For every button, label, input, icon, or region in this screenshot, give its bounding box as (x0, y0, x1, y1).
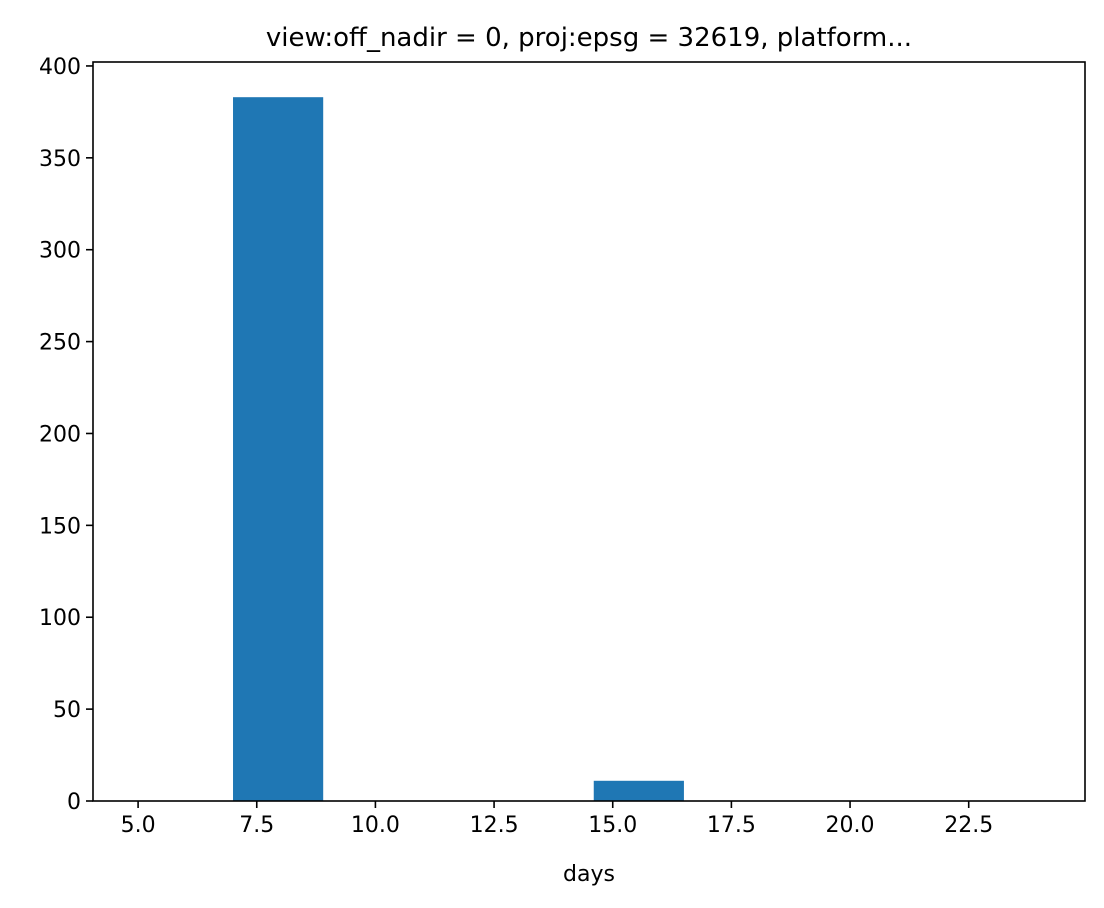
y-tick-label: 50 (53, 698, 81, 723)
plot-frame (92, 61, 1086, 802)
bar-bin-4 (593, 780, 684, 801)
y-axis-ticks: 0 50 100 150 200 250 300 350 400 (39, 55, 93, 815)
y-tick-label: 200 (39, 422, 81, 447)
y-tick-label: 250 (39, 331, 81, 356)
x-tick-label: 7.5 (239, 813, 274, 838)
y-tick-label: 150 (39, 514, 81, 539)
x-tick-label: 10.0 (351, 813, 400, 838)
bars-group (233, 97, 684, 801)
x-tick-label: 5.0 (121, 813, 156, 838)
x-tick-label: 20.0 (826, 813, 875, 838)
y-tick-label: 300 (39, 239, 81, 264)
y-tick-label: 100 (39, 606, 81, 631)
x-axis-label: days (563, 862, 615, 887)
x-tick-label: 17.5 (707, 813, 756, 838)
chart-title: view:off_nadir = 0, proj:epsg = 32619, p… (266, 23, 912, 53)
x-tick-label: 15.0 (588, 813, 637, 838)
x-tick-label: 22.5 (944, 813, 993, 838)
y-tick-label: 350 (39, 147, 81, 172)
x-axis-ticks: 5.0 7.5 10.0 12.5 15.0 17.5 20.0 22.5 (121, 801, 993, 838)
y-tick-label: 0 (67, 790, 81, 815)
y-tick-label: 400 (39, 55, 81, 80)
bar-bin-0 (233, 97, 324, 801)
x-tick-label: 12.5 (470, 813, 519, 838)
